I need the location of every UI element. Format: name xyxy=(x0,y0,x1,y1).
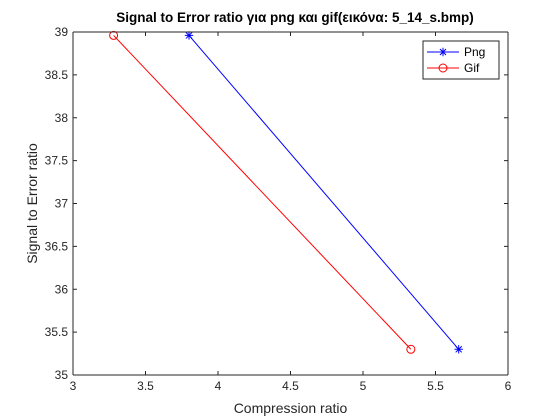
legend-box xyxy=(422,40,500,80)
y-axis-ticks: 35 35.5 36 36.5 37 37.5 38 38.5 39 xyxy=(45,25,508,382)
series-png xyxy=(184,31,463,354)
x-tick-label: 6 xyxy=(505,379,512,393)
legend-marker-gif xyxy=(438,63,448,73)
legend-marker-png xyxy=(438,47,448,57)
x-axis-ticks: 3 3.5 4 4.5 5 5.5 6 xyxy=(70,32,512,393)
x-axis-label: Compression ratio xyxy=(234,400,348,416)
series-gif-point xyxy=(406,344,416,354)
legend-item-gif: Gif xyxy=(427,61,480,75)
x-tick-label: 3.5 xyxy=(137,379,154,393)
x-tick-label: 4.5 xyxy=(282,379,299,393)
series-gif xyxy=(109,30,416,354)
legend-item-png: Png xyxy=(427,45,485,59)
series-png-point xyxy=(184,31,194,40)
legend-label-png: Png xyxy=(464,45,485,59)
y-tick-label: 35.5 xyxy=(45,325,69,339)
legend: Png Gif xyxy=(422,40,500,80)
y-tick-label: 39 xyxy=(55,25,69,39)
y-tick-label: 38.5 xyxy=(45,68,69,82)
y-tick-label: 37.5 xyxy=(45,154,69,168)
y-axis-label: Signal to Error ratio xyxy=(24,143,40,264)
y-tick-label: 37 xyxy=(55,197,69,211)
legend-label-gif: Gif xyxy=(464,61,480,75)
x-tick-label: 5.5 xyxy=(427,379,444,393)
series-png-point xyxy=(454,345,463,354)
x-tick-label: 3 xyxy=(70,379,77,393)
y-tick-label: 38 xyxy=(55,111,69,125)
y-tick-label: 36.5 xyxy=(45,239,69,253)
series-layer xyxy=(109,30,463,354)
series-gif-point xyxy=(109,30,119,40)
y-tick-label: 36 xyxy=(55,282,69,296)
series-gif-line xyxy=(113,35,412,350)
series-png-line xyxy=(188,35,460,350)
chart-title: Signal to Error ratio για png και gif(ει… xyxy=(116,10,474,25)
y-tick-label: 35 xyxy=(55,368,69,382)
x-tick-label: 4 xyxy=(215,379,222,393)
plot-area xyxy=(73,32,508,375)
x-tick-label: 5 xyxy=(360,379,367,393)
